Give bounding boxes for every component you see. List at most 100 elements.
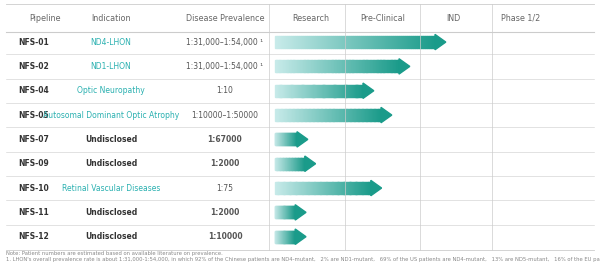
Bar bbox=[360, 182, 361, 194]
Bar bbox=[307, 36, 309, 48]
Bar bbox=[301, 158, 302, 170]
Bar bbox=[293, 182, 295, 194]
Bar bbox=[354, 85, 356, 97]
Bar bbox=[288, 109, 290, 121]
Bar bbox=[405, 36, 407, 48]
Bar bbox=[374, 60, 376, 72]
Bar bbox=[326, 85, 327, 97]
Bar bbox=[290, 85, 292, 97]
Bar bbox=[280, 85, 282, 97]
Bar bbox=[308, 182, 310, 194]
Bar bbox=[288, 182, 290, 194]
Bar bbox=[295, 109, 296, 121]
Bar bbox=[329, 60, 331, 72]
Bar bbox=[314, 109, 316, 121]
Bar bbox=[401, 36, 403, 48]
Bar bbox=[342, 182, 343, 194]
Bar bbox=[380, 109, 382, 121]
Bar bbox=[295, 60, 297, 72]
Bar bbox=[334, 60, 335, 72]
Bar bbox=[332, 109, 334, 121]
Bar bbox=[293, 36, 295, 48]
Text: 1:2000: 1:2000 bbox=[211, 208, 239, 217]
Bar bbox=[391, 60, 393, 72]
Bar bbox=[277, 36, 279, 48]
Bar bbox=[320, 85, 322, 97]
Bar bbox=[373, 60, 374, 72]
Bar bbox=[278, 60, 280, 72]
Bar bbox=[292, 158, 293, 170]
Bar bbox=[373, 36, 375, 48]
Bar bbox=[348, 109, 349, 121]
Bar bbox=[277, 158, 278, 170]
Bar bbox=[368, 182, 370, 194]
Bar bbox=[355, 109, 356, 121]
Bar bbox=[368, 60, 370, 72]
Bar bbox=[356, 85, 358, 97]
Bar bbox=[352, 85, 353, 97]
Bar bbox=[377, 36, 379, 48]
Bar bbox=[278, 182, 280, 194]
Bar bbox=[299, 109, 301, 121]
Text: NFS-11: NFS-11 bbox=[18, 208, 49, 217]
Bar bbox=[311, 60, 313, 72]
Bar bbox=[376, 109, 377, 121]
Bar bbox=[283, 60, 284, 72]
Bar bbox=[347, 182, 348, 194]
Bar bbox=[336, 109, 337, 121]
Bar bbox=[317, 109, 319, 121]
Bar bbox=[302, 85, 304, 97]
Bar bbox=[319, 85, 320, 97]
Bar bbox=[281, 158, 282, 170]
Bar bbox=[377, 109, 379, 121]
Bar bbox=[290, 182, 292, 194]
Bar bbox=[305, 36, 307, 48]
Bar bbox=[278, 158, 279, 170]
Bar bbox=[374, 109, 376, 121]
Bar bbox=[325, 36, 327, 48]
Bar bbox=[296, 85, 297, 97]
Bar bbox=[280, 158, 281, 170]
Bar bbox=[326, 85, 328, 97]
Bar bbox=[295, 36, 297, 48]
Bar bbox=[282, 182, 284, 194]
Bar bbox=[283, 158, 284, 170]
Bar bbox=[337, 109, 339, 121]
Bar bbox=[301, 36, 303, 48]
Bar bbox=[295, 182, 296, 194]
Bar bbox=[292, 158, 293, 170]
Bar bbox=[335, 182, 336, 194]
Bar bbox=[292, 60, 294, 72]
Bar bbox=[304, 60, 306, 72]
Bar bbox=[425, 36, 427, 48]
Bar bbox=[396, 60, 398, 72]
Bar bbox=[341, 36, 343, 48]
Text: Research: Research bbox=[292, 14, 329, 23]
Bar bbox=[277, 182, 278, 194]
Bar bbox=[311, 182, 312, 194]
Bar bbox=[309, 60, 311, 72]
Bar bbox=[286, 109, 287, 121]
Bar bbox=[329, 109, 331, 121]
Bar bbox=[288, 85, 289, 97]
Bar bbox=[321, 109, 323, 121]
Bar bbox=[313, 85, 315, 97]
Bar bbox=[299, 158, 300, 170]
Bar bbox=[280, 109, 282, 121]
Bar bbox=[320, 182, 322, 194]
Bar bbox=[275, 158, 276, 170]
Bar bbox=[278, 158, 279, 170]
Bar bbox=[275, 36, 277, 48]
Bar bbox=[332, 85, 334, 97]
Bar bbox=[358, 109, 360, 121]
Bar bbox=[345, 109, 347, 121]
Bar bbox=[423, 36, 425, 48]
Bar bbox=[359, 85, 361, 97]
Bar bbox=[350, 109, 352, 121]
Bar bbox=[379, 109, 380, 121]
Bar bbox=[305, 85, 307, 97]
Bar bbox=[299, 60, 301, 72]
Bar bbox=[300, 109, 302, 121]
Bar bbox=[328, 182, 329, 194]
Bar bbox=[386, 60, 388, 72]
